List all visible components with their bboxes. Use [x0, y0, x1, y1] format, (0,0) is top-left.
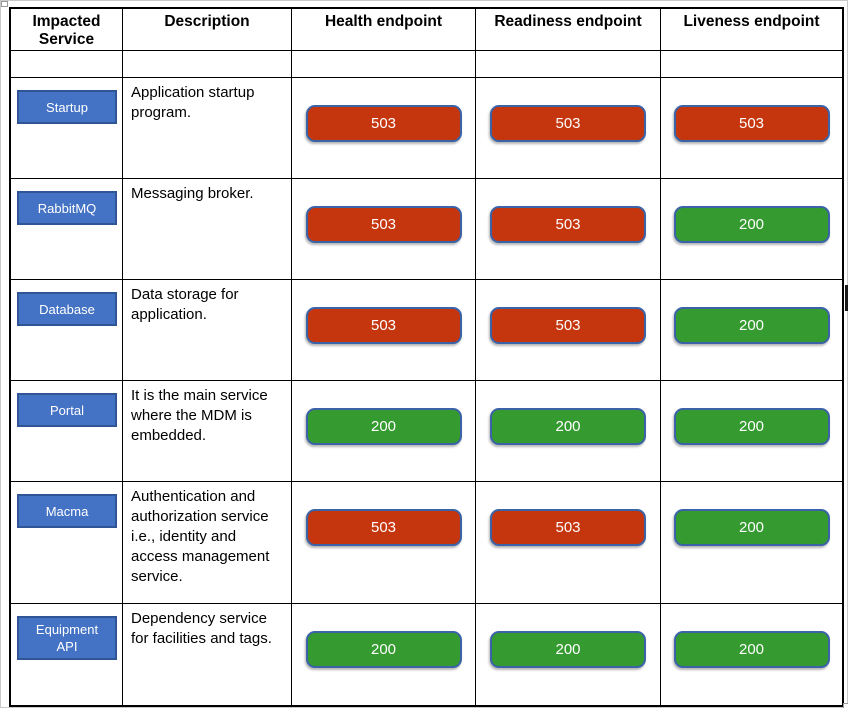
description-cell: Application startup program. — [123, 78, 292, 178]
service-cell: Startup — [11, 78, 123, 178]
liveness-status-button[interactable]: 200 — [673, 307, 830, 344]
service-chip[interactable]: Startup — [17, 90, 117, 124]
readiness-endpoint-cell: 503 — [476, 482, 661, 603]
service-chip[interactable]: Database — [17, 292, 117, 326]
liveness-endpoint-cell: 200 — [661, 604, 842, 705]
column-header-description: Description — [123, 9, 292, 50]
table-row: Database Data storage for application. 5… — [11, 280, 842, 381]
liveness-status-button[interactable]: 200 — [673, 408, 830, 445]
description-cell: It is the main service where the MDM is … — [123, 381, 292, 481]
readiness-status-button[interactable]: 200 — [490, 631, 646, 668]
liveness-endpoint-cell: 200 — [661, 280, 842, 380]
health-endpoint-cell: 200 — [292, 604, 476, 705]
health-status-button[interactable]: 200 — [305, 631, 462, 668]
liveness-status-button[interactable]: 200 — [673, 631, 830, 668]
readiness-endpoint-cell: 503 — [476, 78, 661, 178]
liveness-status-button[interactable]: 503 — [673, 105, 830, 142]
endpoint-status-table: Impacted Service Description Health endp… — [9, 7, 844, 707]
table-row: Equipment API Dependency service for fac… — [11, 604, 842, 705]
service-cell: Macma — [11, 482, 123, 603]
text-cursor — [845, 285, 848, 311]
table-row: RabbitMQ Messaging broker. 503 503 200 — [11, 179, 842, 280]
readiness-endpoint-cell: 200 — [476, 381, 661, 481]
service-chip[interactable]: Equipment API — [17, 616, 117, 660]
column-header-liveness-endpoint: Liveness endpoint — [683, 13, 820, 30]
health-endpoint-cell: 503 — [292, 482, 476, 603]
description-cell: Dependency service for facilities and ta… — [123, 604, 292, 705]
description-cell: Data storage for application. — [123, 280, 292, 380]
table-row: Portal It is the main service where the … — [11, 381, 842, 482]
liveness-status-button[interactable]: 200 — [673, 509, 830, 546]
readiness-endpoint-cell: 200 — [476, 604, 661, 705]
health-status-button[interactable]: 200 — [305, 408, 462, 445]
column-header-readiness-endpoint: Readiness endpoint — [476, 9, 661, 50]
description-cell: Messaging broker. — [123, 179, 292, 279]
liveness-endpoint-cell: 503 — [661, 78, 842, 178]
readiness-endpoint-cell: 503 — [476, 280, 661, 380]
service-cell: Database — [11, 280, 123, 380]
health-status-button[interactable]: 503 — [305, 206, 462, 243]
table-row: Macma Authentication and authorization s… — [11, 482, 842, 604]
service-cell: RabbitMQ — [11, 179, 123, 279]
health-endpoint-cell: 200 — [292, 381, 476, 481]
health-status-button[interactable]: 503 — [305, 307, 462, 344]
liveness-endpoint-cell: 200 — [661, 482, 842, 603]
health-endpoint-cell: 503 — [292, 280, 476, 380]
health-status-button[interactable]: 503 — [305, 509, 462, 546]
liveness-endpoint-cell: 200 — [661, 381, 842, 481]
readiness-status-button[interactable]: 503 — [490, 307, 646, 344]
column-header-impacted-service: Impacted Service — [11, 9, 123, 50]
readiness-status-button[interactable]: 200 — [490, 408, 646, 445]
readiness-endpoint-cell: 503 — [476, 179, 661, 279]
service-chip[interactable]: RabbitMQ — [17, 191, 117, 225]
table-header-row: Impacted Service Description Health endp… — [11, 9, 842, 51]
readiness-status-button[interactable]: 503 — [490, 105, 646, 142]
health-status-button[interactable]: 503 — [305, 105, 462, 142]
selection-handle-top-left-icon — [1, 1, 8, 7]
liveness-endpoint-cell: 200 — [661, 179, 842, 279]
table-row: Startup Application startup program. 503… — [11, 78, 842, 179]
readiness-status-button[interactable]: 503 — [490, 509, 646, 546]
selection-handle-bottom-right-icon — [843, 703, 848, 708]
service-chip[interactable]: Portal — [17, 393, 117, 427]
column-header-health-endpoint: Health endpoint — [292, 9, 476, 50]
description-cell: Authentication and authorization service… — [123, 482, 292, 603]
empty-row — [11, 51, 842, 78]
readiness-status-button[interactable]: 503 — [490, 206, 646, 243]
service-cell: Portal — [11, 381, 123, 481]
health-endpoint-cell: 503 — [292, 179, 476, 279]
liveness-status-button[interactable]: 200 — [673, 206, 830, 243]
service-chip[interactable]: Macma — [17, 494, 117, 528]
service-cell: Equipment API — [11, 604, 123, 705]
health-endpoint-cell: 503 — [292, 78, 476, 178]
